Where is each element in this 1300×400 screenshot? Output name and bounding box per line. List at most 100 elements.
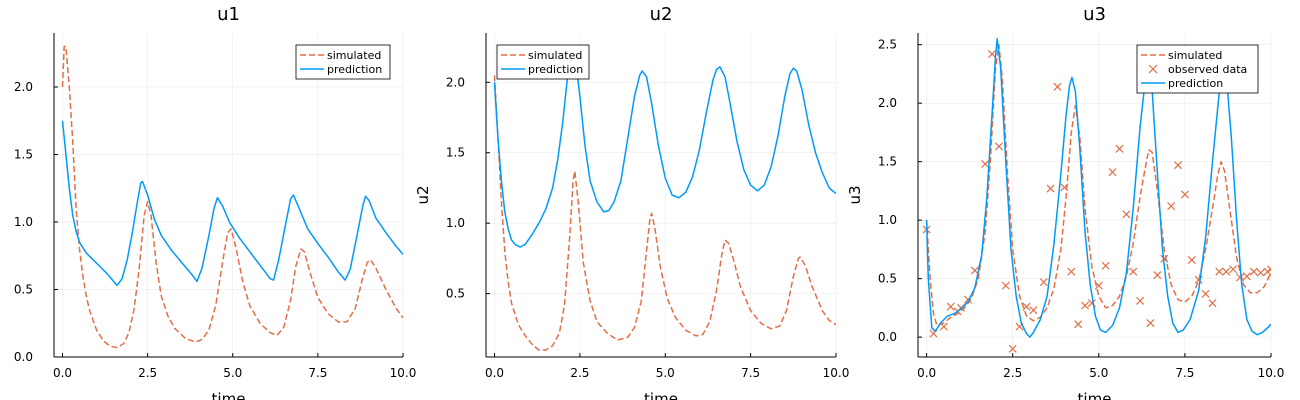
y-tick-label: 0.5 [14, 283, 33, 297]
data-point-observed-data [1201, 289, 1210, 298]
data-point-observed-data [1180, 190, 1189, 199]
legend-label: observed data [1168, 63, 1247, 76]
x-tick-label: 10.0 [1258, 366, 1285, 380]
data-point-observed-data [1229, 265, 1238, 274]
legend-label: prediction [528, 63, 583, 76]
legend-swatch-observed-data [1148, 64, 1158, 74]
x-axis-label: time [212, 390, 246, 400]
y-tick-label: 2.0 [446, 75, 465, 89]
x-tick-label: 7.5 [741, 366, 760, 380]
data-point-observed-data [1208, 299, 1217, 308]
data-point-observed-data [1242, 272, 1251, 281]
data-point-observed-data [1039, 278, 1048, 287]
legend-label: prediction [1168, 77, 1223, 90]
data-point-observed-data [1256, 268, 1265, 277]
data-point-observed-data [1222, 267, 1231, 276]
y-tick-label: 1.0 [878, 213, 897, 227]
plot-area [61, 45, 403, 349]
x-tick-label: 7.5 [1175, 366, 1194, 380]
data-point-observed-data [994, 142, 1003, 151]
x-tick-label: 5.0 [223, 366, 242, 380]
y-tick-label: 0.0 [878, 330, 897, 344]
data-point-observed-data [1074, 320, 1083, 329]
data-point-observed-data [1094, 281, 1103, 290]
chart-title: u2 [650, 4, 673, 25]
data-point-observed-data [1266, 265, 1271, 274]
data-point-observed-data [1115, 144, 1124, 153]
data-point-observed-data [988, 50, 997, 59]
x-tick-label: 0.0 [53, 366, 72, 380]
data-point-observed-data [1263, 267, 1271, 276]
series-line-prediction [493, 46, 836, 248]
y-axis-label: u2 [414, 185, 432, 204]
data-point-observed-data [1053, 82, 1062, 91]
x-tick-label: 0.0 [917, 366, 936, 380]
y-tick-label: 0.5 [878, 272, 897, 286]
data-point-observed-data [1101, 261, 1110, 270]
legend-label: simulated [327, 49, 381, 62]
chart-title: u3 [1083, 4, 1106, 25]
x-axis-label: time [1078, 390, 1112, 400]
plot-area [493, 46, 836, 351]
data-point-observed-data [1153, 271, 1162, 280]
x-tick-label: 5.0 [1089, 366, 1108, 380]
chart-title: u1 [217, 4, 240, 25]
y-tick-label: 1.0 [446, 216, 465, 230]
y-axis-label: u3 [846, 185, 864, 204]
data-point-observed-data [946, 302, 955, 311]
y-tick-label: 1.5 [878, 155, 897, 169]
legend-label: simulated [528, 49, 582, 62]
data-point-observed-data [1067, 267, 1076, 276]
y-tick-label: 2.0 [14, 80, 33, 94]
series-line-prediction [61, 120, 403, 287]
data-point-observed-data [1129, 267, 1138, 276]
legend-label: prediction [327, 63, 382, 76]
data-point-observed-data [1173, 161, 1183, 170]
x-tick-label: 0.0 [485, 366, 504, 380]
data-point-observed-data [1081, 301, 1090, 310]
data-point-observed-data [939, 322, 948, 331]
data-point-observed-data [1029, 306, 1038, 315]
data-point-observed-data [1187, 255, 1196, 264]
data-point-observed-data [1167, 202, 1176, 211]
data-point-observed-data [1022, 302, 1031, 311]
data-point-observed-data [1215, 267, 1224, 276]
x-axis-label: time [644, 390, 678, 400]
data-point-observed-data [981, 159, 990, 169]
legend-label: simulated [1168, 49, 1222, 62]
x-tick-label: 10.0 [390, 366, 417, 380]
data-point-observed-data [1046, 184, 1055, 193]
chart-panel-u2: 0.0 2.5 5.0 7.5 10.0 0.5 1.0 1.5 2.0 u2 time u2 simu… [414, 4, 849, 400]
data-point-observed-data [1194, 275, 1203, 284]
x-tick-label: 2.5 [138, 366, 157, 380]
data-point-observed-data [1108, 168, 1117, 177]
x-tick-label: 2.5 [570, 366, 589, 380]
y-tick-label: 2.0 [878, 96, 897, 110]
x-tick-label: 7.5 [308, 366, 327, 380]
x-tick-label: 2.5 [1003, 366, 1022, 380]
data-point-observed-data [1001, 281, 1010, 290]
x-tick-label: 10.0 [823, 366, 850, 380]
chart-panel-u3: 0.0 2.5 5.0 7.5 10.0 0.0 0.5 1.0 1.5 2.0 2.5 u3 time… [846, 4, 1284, 400]
chart-panel-u1: 0.0 2.5 5.0 7.5 10.0 0.0 0.5 1.0 1.5 2.0 u1 time sim… [14, 4, 416, 400]
data-point-observed-data [1008, 344, 1017, 353]
y-tick-label: 0.0 [14, 350, 33, 364]
data-point-observed-data [1235, 273, 1245, 282]
y-tick-label: 1.0 [14, 215, 33, 229]
legend-box [1136, 44, 1259, 94]
y-tick-label: 0.5 [446, 287, 465, 301]
y-tick-label: 1.5 [14, 148, 33, 162]
legend-box [496, 44, 590, 80]
legend-box [295, 44, 391, 80]
y-tick-label: 2.5 [878, 38, 897, 52]
x-tick-label: 5.0 [656, 366, 675, 380]
data-point-observed-data [1146, 319, 1155, 328]
data-point-observed-data [1136, 296, 1145, 305]
data-point-observed-data [1060, 183, 1069, 192]
series-line-simulated [493, 75, 836, 351]
y-tick-label: 1.5 [446, 146, 465, 160]
